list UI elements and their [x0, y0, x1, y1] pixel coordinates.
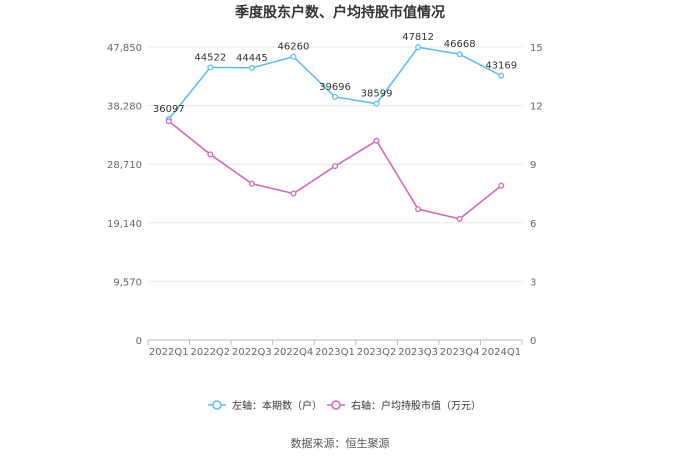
legend-label: 左轴：本期数（户） — [232, 399, 322, 412]
chart-title: 季度股东户数、户均持股市值情况 — [234, 4, 445, 21]
right-axis: 0 3 6 9 12 15 — [530, 43, 543, 347]
series-1-point — [373, 100, 380, 107]
series-1-point — [331, 93, 339, 100]
right-axis-tick-label: 12 — [530, 102, 543, 113]
data-label: 46260 — [278, 42, 310, 53]
x-axis-tick-label: 2024Q1 — [481, 347, 521, 358]
data-label: 44522 — [194, 52, 226, 63]
left-axis-tick-label: 9,570 — [113, 277, 142, 288]
series-1-point — [415, 44, 422, 51]
data-label: 38599 — [361, 89, 393, 100]
legend-swatch-marker — [212, 400, 222, 410]
x-axis-tick-label: 2022Q3 — [232, 347, 272, 358]
right-axis-tick-label: 3 — [530, 277, 536, 288]
series-2-point — [207, 151, 214, 158]
series-2-point — [248, 180, 255, 187]
left-axis-tick-label: 19,140 — [107, 219, 142, 230]
series-2-point — [165, 118, 172, 125]
series-1-point — [456, 51, 463, 58]
series-2-point — [331, 163, 339, 170]
series-1-point — [290, 53, 297, 60]
left-axis-tick-label: 0 — [136, 336, 142, 347]
series-1-point — [248, 64, 255, 71]
data-label: 36097 — [153, 104, 185, 115]
grid-lines — [148, 46, 522, 341]
right-axis-tick-label: 15 — [530, 43, 543, 54]
series-2-point — [415, 206, 422, 213]
x-axis-tick-label: 2022Q1 — [149, 347, 189, 358]
x-axis-tick-label: 2023Q3 — [398, 347, 438, 358]
series-line-2 — [168, 120, 502, 220]
left-axis-tick-label: 38,280 — [107, 102, 142, 113]
data-label: 39696 — [319, 82, 351, 93]
left-axis-tick-label: 28,710 — [107, 160, 142, 171]
right-axis-tick-label: 6 — [530, 219, 536, 230]
legend-label: 右轴：户均持股市值（万元） — [351, 399, 481, 412]
x-axis: 2022Q1 2022Q2 2022Q3 2022Q4 2023Q1 2023Q2 2023… — [147, 340, 523, 358]
series-layer: 36097 44522 44445 46260 39696 38599 47812 46668… — [153, 32, 517, 222]
x-axis-tick-label: 2023Q2 — [357, 347, 397, 358]
x-axis-tick-label: 2022Q2 — [190, 347, 230, 358]
x-axis-tick-label: 2023Q1 — [315, 347, 355, 358]
right-axis-tick-label: 9 — [530, 160, 536, 171]
series-2-point — [456, 215, 463, 222]
x-axis-tick-label: 2023Q4 — [440, 347, 480, 358]
left-axis: 0 9,570 19,140 28,710 38,280 47,850 — [107, 43, 142, 347]
x-axis-tick-label: 2022Q4 — [274, 347, 314, 358]
data-label: 44445 — [236, 53, 268, 64]
data-label: 43169 — [485, 61, 517, 72]
data-label: 47812 — [402, 32, 434, 43]
right-axis-tick-label: 0 — [530, 336, 536, 347]
data-source: 数据来源：恒生聚源 — [291, 436, 390, 450]
series-1-point — [207, 64, 214, 71]
data-label: 46668 — [444, 39, 476, 50]
legend-swatch-marker — [331, 400, 341, 410]
series-2-point — [373, 137, 380, 144]
series-2-point — [290, 190, 297, 197]
series-1-point — [498, 72, 505, 79]
legend: 左轴：本期数（户） 右轴：户均持股市值（万元） — [208, 399, 481, 412]
left-axis-tick-label: 47,850 — [107, 43, 142, 54]
series-2-point — [498, 182, 505, 189]
